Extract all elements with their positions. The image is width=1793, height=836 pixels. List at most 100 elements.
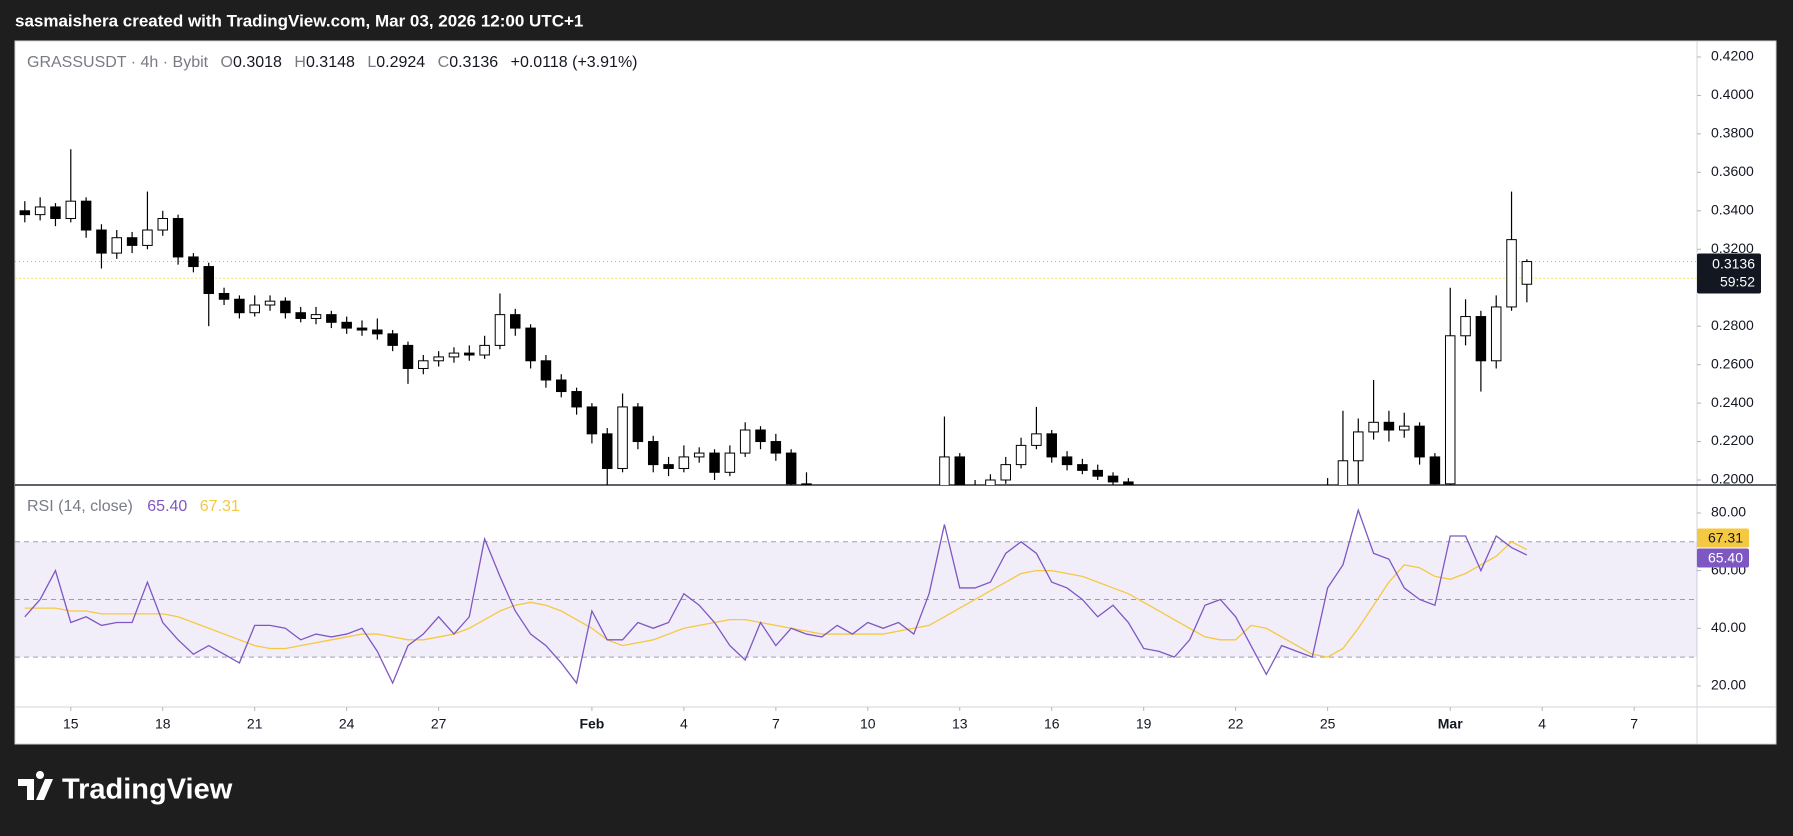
candle-body — [540, 360, 552, 381]
candle-body — [709, 452, 720, 473]
candle-body — [1414, 425, 1425, 458]
candle-body — [96, 229, 107, 254]
ohlc-key: H — [294, 54, 306, 71]
candle-body — [111, 237, 123, 254]
candle-body — [1046, 433, 1057, 458]
candle-body — [1107, 475, 1119, 483]
logo-text: TradingView — [62, 774, 233, 806]
candle-body — [249, 304, 260, 314]
change: +0.0118 (+3.91%) — [511, 54, 638, 71]
candle-body — [402, 344, 414, 369]
candle-body — [954, 456, 966, 485]
candle-body — [1015, 444, 1027, 466]
y-tick-label: 0.3800 — [1711, 125, 1754, 141]
y-tick-label: 0.2200 — [1711, 432, 1754, 448]
rsi-line — [24, 507, 1528, 685]
rsi-ma-axis-label: 67.31 — [1708, 529, 1743, 545]
y-tick-label: 0.2000 — [1711, 471, 1754, 487]
candle-body — [326, 314, 337, 323]
candle-body — [693, 452, 705, 458]
candle-body — [19, 210, 31, 216]
candle-body — [1490, 306, 1502, 362]
candle-body — [1368, 421, 1379, 433]
candle-body — [985, 479, 996, 485]
logo-icon — [36, 779, 53, 800]
candle-body — [939, 456, 950, 485]
candle-body — [50, 206, 61, 219]
x-tick-label: Feb — [579, 716, 604, 732]
candle-body — [80, 200, 92, 231]
price-plot — [15, 149, 1697, 485]
chart-panel — [14, 40, 1777, 745]
rsi-line — [24, 541, 1528, 658]
candle-body — [188, 256, 199, 268]
candle-body — [1123, 481, 1134, 485]
x-tick-label: 18 — [155, 716, 171, 732]
x-tick-label: 15 — [63, 716, 79, 732]
y-tick-label: 0.3400 — [1711, 201, 1754, 217]
candle-body — [586, 406, 598, 435]
rsi-value: 65.40 — [147, 498, 187, 515]
candle-body — [556, 379, 567, 393]
candle-body — [663, 464, 674, 469]
ohlc-key: O — [221, 54, 233, 71]
y-tick-label: 0.2400 — [1711, 394, 1754, 410]
candle-body — [310, 314, 322, 319]
candle-body — [372, 329, 383, 335]
logo-icon — [18, 771, 45, 800]
candle-body — [647, 441, 659, 466]
candle-body — [571, 391, 582, 408]
rsi-plot — [15, 507, 1697, 685]
x-tick-label: 13 — [952, 716, 968, 732]
x-tick-label: 7 — [1630, 716, 1638, 732]
candle-body — [479, 344, 490, 356]
candle-body — [234, 298, 245, 314]
candle-body — [617, 406, 628, 469]
x-tick-label: 22 — [1228, 716, 1244, 732]
candle-body — [142, 229, 153, 246]
candle-body — [525, 327, 536, 362]
candle-body — [295, 312, 306, 319]
y-tick-label: 80.00 — [1711, 504, 1746, 520]
candle-body — [755, 429, 766, 443]
candle-body — [203, 266, 214, 294]
candle-body — [1077, 464, 1088, 471]
candle-body — [126, 237, 138, 246]
candle-body — [157, 217, 169, 231]
candle-body — [1031, 433, 1042, 446]
candle-body — [1444, 335, 1456, 485]
y-tick-label: 20.00 — [1711, 677, 1746, 693]
rsi-axis-label: 65.40 — [1708, 549, 1743, 565]
candle-body — [1383, 421, 1395, 431]
candle-body — [601, 433, 613, 469]
y-tick-label: 0.4000 — [1711, 86, 1754, 102]
x-tick-label: 19 — [1136, 716, 1152, 732]
last-price-box — [1697, 253, 1761, 294]
ohlc-key: C — [438, 54, 450, 71]
x-tick-label: 7 — [772, 716, 780, 732]
candle-body — [1092, 469, 1103, 477]
candle-body — [1506, 239, 1517, 308]
candle-body — [785, 452, 797, 485]
x-tick-label: 4 — [1538, 716, 1546, 732]
rsi-ma-box — [1697, 528, 1749, 548]
candle-body — [264, 300, 276, 306]
x-tick-label: 16 — [1044, 716, 1060, 732]
y-tick-label: 0.3200 — [1711, 240, 1754, 256]
candle-body — [510, 314, 521, 329]
x-tick-label: Mar — [1438, 716, 1463, 732]
candle-body — [1429, 456, 1441, 485]
attribution: sasmaishera created with TradingView.com… — [15, 11, 583, 30]
price-legend: GRASSUSDT · 4h · Bybit O0.3018 H0.3148 L… — [27, 54, 638, 71]
candle-body — [724, 452, 736, 473]
candle-body — [1460, 316, 1471, 337]
y-tick-label: 0.2600 — [1711, 355, 1754, 371]
ohlc-value: 0.2924 — [376, 54, 425, 71]
x-tick-label: 4 — [680, 716, 688, 732]
ohlc-value: 0.3136 — [449, 54, 498, 71]
logo: TradingView — [18, 771, 233, 806]
x-tick-label: 10 — [860, 716, 876, 732]
candle-body — [1521, 261, 1533, 285]
